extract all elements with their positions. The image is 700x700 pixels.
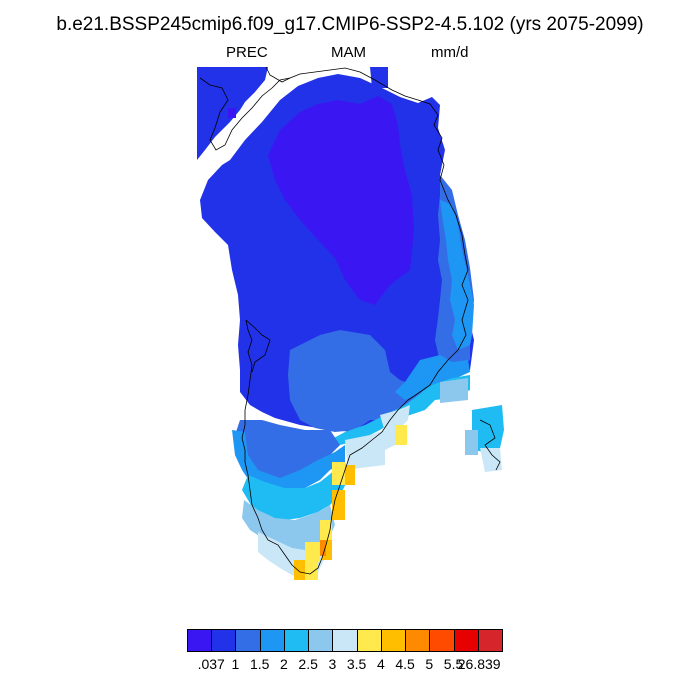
colorbar-swatch	[477, 629, 503, 652]
colorbar-swatch	[453, 629, 479, 652]
colorbar-label: 3	[328, 656, 337, 672]
colorbar-label: 3.5	[346, 656, 367, 672]
colorbar-swatch	[259, 629, 285, 652]
colorbar-swatch	[211, 629, 237, 652]
colorbar-label: .037	[197, 656, 225, 672]
colorbar-swatch	[356, 629, 382, 652]
colorbar-label: 5.5	[443, 656, 464, 672]
colorbar-swatch	[429, 629, 455, 652]
colorbar-swatch	[235, 629, 261, 652]
colorbar-label: 26.839	[457, 656, 501, 672]
colorbar-swatch	[332, 629, 358, 652]
colorbar-swatch	[405, 629, 431, 652]
season-label: MAM	[331, 44, 366, 61]
colorbar-swatch	[380, 629, 407, 652]
units-label: mm/d	[431, 44, 469, 61]
colorbar-swatch	[308, 629, 334, 652]
colorbar-swatch	[187, 629, 213, 652]
colorbar-label: 2	[280, 656, 288, 672]
coastline	[199, 66, 501, 575]
colorbar-label: 5	[425, 656, 434, 672]
colorbar-label: 2.5	[298, 656, 318, 672]
colorbar-label: 1.5	[249, 656, 270, 672]
colorbar-label: 4.5	[395, 656, 415, 672]
variable-label: PREC	[226, 44, 268, 61]
colorbar-label: 1	[231, 656, 240, 672]
colorbar-label: 4	[376, 656, 385, 672]
map-title: b.e21.BSSP245cmip6.f09_g17.CMIP6-SSP2-4.…	[56, 14, 644, 35]
colorbar-swatch	[283, 629, 310, 652]
precip-field	[197, 67, 504, 580]
